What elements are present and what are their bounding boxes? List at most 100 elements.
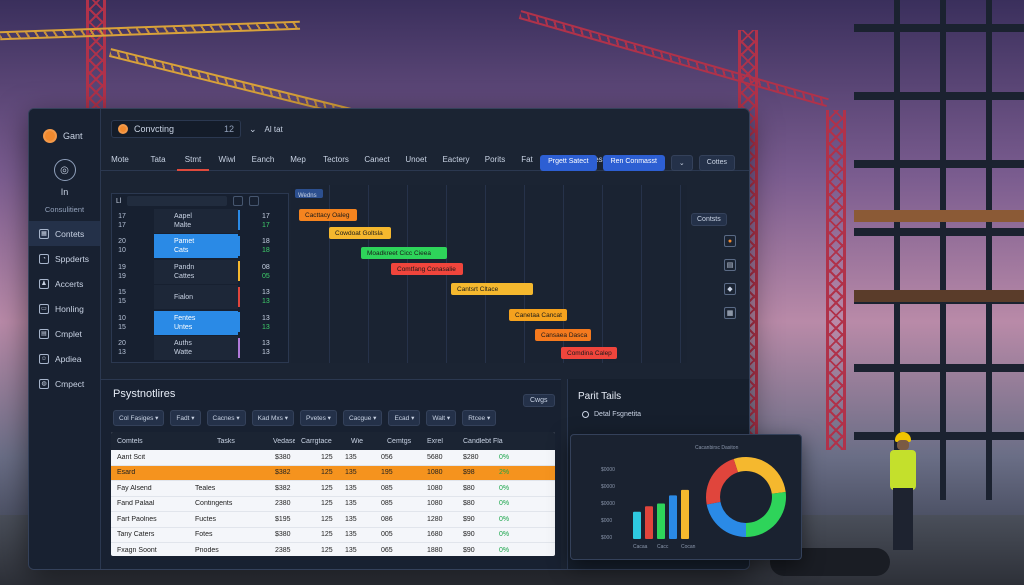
table-cell: $98 [463,469,475,477]
table-row[interactable]: Fay Alsend Teales $382 125 135 085 1080 $80 0% [111,481,555,497]
filter-chip[interactable]: Rtcee ▾ [462,410,497,426]
task-name-line: Auths [174,340,192,348]
projections-table: Comtels Tasks Vedases Carrgtace Wie Cemtgs Exr… [111,432,555,556]
column-header[interactable]: Wie [351,437,364,445]
task-row[interactable]: 17 17 Aapel Malte 17 17 [112,208,288,234]
table-cell: 135 [345,469,357,477]
filter-chip[interactable]: Walt ▾ [426,410,457,426]
tab-11[interactable]: Fat [521,154,533,164]
doc-icon[interactable]: ▤ [724,259,736,271]
table-cell: $90 [463,531,475,539]
gantt-task-bar[interactable]: Canetaa Cancat [509,309,567,321]
contacts-button[interactable]: Contsts [691,213,727,226]
filter-chip[interactable]: Ecad ▾ [388,410,421,426]
tab-6[interactable]: Tectors [323,154,349,164]
gantt-task-bar[interactable]: Cansaea Dasca [535,329,591,341]
table-row[interactable]: Fart Paolnes Fuctes $195 125 135 086 1280 $90 0% [111,512,555,528]
column-header[interactable]: Cemtgs [387,437,412,445]
sidebar-item-0[interactable]: ▦ Contets [29,221,100,246]
column-header[interactable]: Carrgtace [301,437,332,445]
task-row[interactable]: 19 19 Pandn Cattes 08 05 [112,259,288,285]
column-header[interactable]: Candlebt Flagge [463,437,503,445]
projections-option-button[interactable]: Cwgs [523,394,555,407]
task-name-line: Pandn [174,263,195,271]
secondary-action-button[interactable]: Ren Conmasst [602,155,665,171]
tab-4[interactable]: Eanch [251,154,275,164]
donut-slice [733,457,786,494]
table-cell: 0% [499,484,510,492]
tab-10[interactable]: Porits [484,154,506,164]
topbar-label[interactable]: Al tat [264,124,283,134]
tab-5[interactable]: Mep [290,154,306,164]
filter-chip[interactable]: Col Fasiges ▾ [113,410,165,426]
app-brand[interactable]: Gant [29,109,100,149]
filter-chip[interactable]: Fadt ▾ [170,410,201,426]
tab-0[interactable]: Mote [111,154,129,164]
task-row[interactable]: 15 15 Fialon 13 13 [112,285,288,311]
table-row[interactable]: Fxagn Soont Pnodes 2385 125 135 065 1880 $90 0% [111,543,555,556]
building-scaffold [854,0,1024,500]
tab-7[interactable]: Canect [364,154,390,164]
gantt-task-bar[interactable]: Cantsrt Cltace [451,283,533,295]
task-search-input[interactable] [127,196,228,206]
filter-chip[interactable]: Cacnes ▾ [206,410,246,426]
table-row[interactable]: Tany Caters Fotes $380 125 135 005 1680 $90 0% [111,528,555,543]
task-row[interactable]: 20 13 Auths Watte 13 13 [112,336,288,362]
sidebar-item-4[interactable]: ▤ Cmplet [29,321,100,346]
sidebar-item-2[interactable]: ♟ Accerts [29,271,100,296]
task-row[interactable]: 20 10 Pamet Cats 18 18 [112,234,288,260]
gantt-task-bar[interactable]: Comtfang Conasalie [391,263,463,275]
sidebar-item-5[interactable]: ☺ Apdiea [29,346,100,371]
filter-chip[interactable]: Kad Mxs ▾ [251,410,294,426]
sidebar-item-3[interactable]: ▭ Honling [29,296,100,321]
settings-icon[interactable]: ● [724,235,736,247]
table-row[interactable]: Esard $382 125 135 195 1080 $98 2% [111,465,555,481]
tab-8[interactable]: Unoet [405,154,427,164]
tab-3[interactable]: Wiwl [218,154,236,164]
filter-chip[interactable]: Pvetes ▾ [300,410,337,426]
task-id: 20 10 [118,238,126,255]
project-badge: 12 [223,124,234,134]
calendar-icon[interactable]: ▦ [724,307,736,319]
tab-9[interactable]: Eactery [442,154,470,164]
app-logo-icon [43,129,57,143]
filter-chip[interactable]: Cacgue ▾ [342,410,383,426]
column-header[interactable]: Vedases [273,437,295,445]
table-row[interactable]: Aant Scit $380 125 135 056 5680 $280 0% [111,450,555,466]
task-id: 20 13 [118,340,126,357]
chevron-down-icon[interactable]: ⌄ [249,123,257,134]
detail-radio[interactable]: Detal Fsgnetita [582,411,641,418]
grid-icon: ▦ [39,228,49,239]
pin-icon[interactable]: ◆ [724,283,736,295]
gantt-task-bar[interactable]: Cacttacy Oaleg [299,209,357,221]
task-name: Aapel Malte [154,208,238,233]
task-name: Pandn Cattes [154,259,238,284]
axis-tick-label: $0000 [601,484,615,490]
donut-slice [746,491,786,537]
gantt-task-bar[interactable]: Cowdoat Goltsla [329,227,391,239]
column-header[interactable]: Exrel [427,437,443,445]
sidebar-item-1[interactable]: ◔ Sppderts [29,246,100,271]
close-icon[interactable] [233,196,244,206]
task-color-bar [238,235,240,256]
task-row[interactable]: 10 15 Fentes Untes 13 13 [112,310,288,336]
column-header[interactable]: Comtels [117,437,143,445]
task-name-line: Fialon [174,293,194,301]
filter-icon[interactable] [249,196,260,206]
table-row[interactable]: Fand Palaal Contingents 2380 125 135 085 1080 $… [111,497,555,512]
sidebar-profile[interactable]: ◎ In Consulitient [29,149,100,221]
column-header[interactable]: Tasks [217,437,235,445]
primary-action-button[interactable]: Prgett Satect [540,155,597,171]
tab-1[interactable]: Tata [150,154,166,164]
project-selector[interactable]: Convcting 12 [111,120,241,138]
table-cell: 125 [321,453,333,461]
table-cell: $380 [275,453,291,461]
tab-2[interactable]: Stmt [177,149,209,171]
sidebar-item-6[interactable]: ◍ Cmpect [29,371,100,396]
tertiary-action-button[interactable]: Cottes [698,155,735,171]
gantt-task-bar[interactable]: Moadkreet Cicc Cieea [361,247,447,259]
gantt-task-bar[interactable]: Comdina Calep [561,347,617,359]
chevron-down-icon[interactable]: ⌄ [670,155,693,171]
gantt-bar-label: Moadkreet Cicc Cieea [367,249,431,257]
task-name-line: Cats [174,247,189,255]
